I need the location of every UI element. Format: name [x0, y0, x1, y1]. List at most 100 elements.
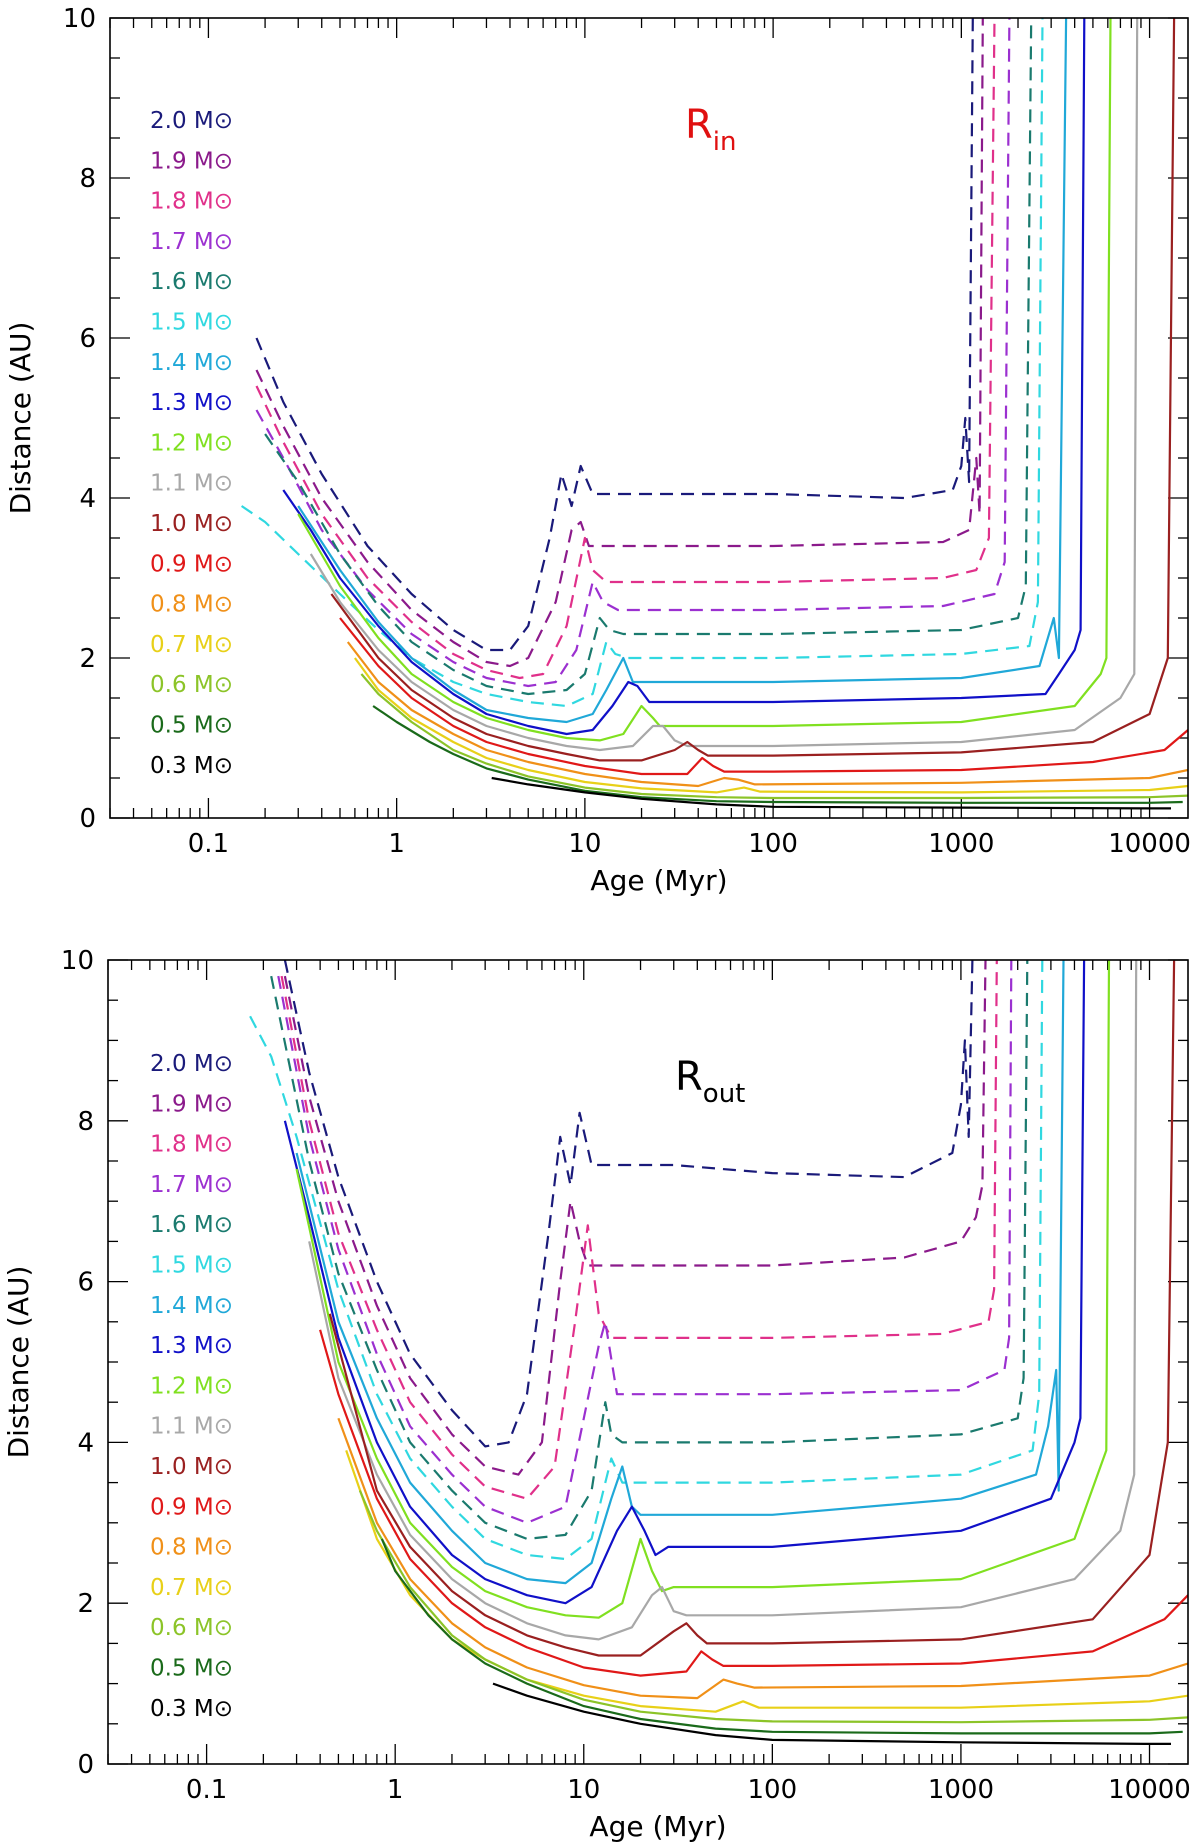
- legend-label: 0.9 M⊙: [150, 1494, 233, 1520]
- series-line: [491, 776, 1171, 810]
- series-line: [345, 1450, 1188, 1713]
- y-tick-label: 6: [77, 1268, 94, 1298]
- legend-label: 1.2 M⊙: [150, 1373, 233, 1399]
- x-ticks: [109, 18, 1151, 818]
- x-axis-title: Age (Myr): [590, 864, 727, 897]
- legend: 2.0 M⊙ 1.9 M⊙ 1.8 M⊙ 1.7 M⊙ 1.6 M⊙ 1.5 M⊙ 1.4 …: [150, 1051, 233, 1722]
- legend-label: 0.6 M⊙: [150, 672, 233, 698]
- y-axis-title: Distance (AU): [4, 322, 37, 515]
- y-tick-label: 0: [79, 804, 96, 834]
- panel-label-main: R: [685, 102, 713, 148]
- panel-label: Rin: [685, 102, 737, 157]
- series-group: [249, 960, 1188, 1745]
- x-tick-label: 10: [567, 1775, 600, 1805]
- panel-label-subscript: out: [703, 1079, 746, 1109]
- series-line: [283, 960, 987, 1476]
- series-line: [319, 1329, 1188, 1677]
- x-tick-label: 100: [748, 829, 798, 859]
- series-line: [309, 18, 1139, 752]
- panel-label-subscript: in: [713, 127, 737, 157]
- series-line: [283, 960, 974, 1448]
- legend-label: 1.0 M⊙: [150, 1454, 233, 1480]
- legend-label: 0.5 M⊙: [150, 1656, 233, 1682]
- x-tick-label: 1: [388, 829, 405, 859]
- y-tick-label: 4: [77, 1428, 94, 1458]
- legend-label: 0.6 M⊙: [150, 1615, 233, 1641]
- series-line: [277, 960, 1013, 1524]
- series-line: [240, 18, 1044, 708]
- x-tick-label: 0.1: [188, 829, 229, 859]
- series-line: [337, 1417, 1188, 1700]
- series-line: [283, 960, 1086, 1605]
- legend-label: 1.8 M⊙: [150, 189, 233, 215]
- y-tick-label: 10: [61, 946, 94, 976]
- x-tick-label: 100: [748, 1775, 798, 1805]
- legend-label: 1.6 M⊙: [150, 1212, 233, 1238]
- x-tick-label: 10000: [1108, 1775, 1191, 1805]
- legend-label: 0.5 M⊙: [150, 713, 233, 739]
- legend-label: 0.3 M⊙: [150, 1696, 233, 1722]
- series-line: [282, 18, 1086, 736]
- y-tick-label: 4: [79, 484, 96, 514]
- series-line: [255, 18, 996, 680]
- series-line: [249, 960, 1044, 1561]
- x-tick-label: 0.1: [186, 1775, 227, 1805]
- y-axis-title: Distance (AU): [2, 1266, 35, 1459]
- x-tick-label: 10000: [1108, 829, 1191, 859]
- panel-in: 0.1 1 10 100 1000 10000 0 2 4 6 8 10 Age (Myr) Distan…: [4, 4, 1191, 897]
- legend-label: 1.7 M⊙: [150, 1172, 233, 1198]
- plot-frame: [109, 17, 1189, 819]
- legend-label: 1.1 M⊙: [150, 471, 233, 497]
- legend-label: 0.3 M⊙: [150, 753, 233, 779]
- x-tick-label: 10: [568, 829, 601, 859]
- legend-label: 1.3 M⊙: [150, 1333, 233, 1359]
- series-line: [264, 18, 1033, 696]
- series-line: [308, 960, 1138, 1641]
- series-line: [328, 960, 1176, 1657]
- series-line: [255, 18, 1011, 688]
- panel-label-main: R: [675, 1054, 703, 1100]
- series-line: [295, 960, 1065, 1585]
- panel-out: 0.1 1 10 100 1000 10000 0 2 4 6 8 10 Age (Myr) Distan…: [2, 946, 1191, 1843]
- legend-label: 2.0 M⊙: [150, 1051, 233, 1077]
- y-tick-label: 2: [77, 1589, 94, 1619]
- series-line: [297, 18, 1112, 742]
- legend-label: 1.1 M⊙: [150, 1414, 233, 1440]
- panel-label: Rout: [675, 1054, 745, 1109]
- series-line: [380, 1538, 1183, 1735]
- legend-label: 1.8 M⊙: [150, 1132, 233, 1158]
- y-tick-label: 8: [77, 1107, 94, 1137]
- series-line: [295, 960, 1111, 1619]
- y-tick-label: 6: [79, 324, 96, 354]
- legend-label: 1.9 M⊙: [150, 1091, 233, 1117]
- y-tick-label: 10: [63, 4, 96, 34]
- legend-label: 1.0 M⊙: [150, 511, 233, 537]
- series-line: [330, 18, 1176, 762]
- legend-label: 1.7 M⊙: [150, 229, 233, 255]
- series-line: [255, 18, 984, 668]
- legend-label: 0.7 M⊙: [150, 1575, 233, 1601]
- series-line: [360, 673, 1188, 800]
- series-group: [240, 18, 1188, 810]
- series-line: [354, 657, 1188, 794]
- series-line: [280, 960, 998, 1500]
- y-tick-label: 2: [79, 644, 96, 674]
- legend-label: 0.9 M⊙: [150, 551, 233, 577]
- series-line: [339, 617, 1188, 776]
- legend-label: 1.9 M⊙: [150, 148, 233, 174]
- series-line: [255, 18, 974, 652]
- legend-label: 1.4 M⊙: [150, 1293, 233, 1319]
- x-axis-title: Age (Myr): [589, 1810, 726, 1843]
- series-line: [492, 1682, 1171, 1745]
- series-line: [372, 705, 1183, 804]
- series-line: [270, 960, 1029, 1540]
- series-line: [358, 1490, 1188, 1724]
- legend-label: 1.3 M⊙: [150, 390, 233, 416]
- legend-label: 1.4 M⊙: [150, 350, 233, 376]
- legend-label: 0.8 M⊙: [150, 1535, 233, 1561]
- x-tick-label: 1: [387, 1775, 404, 1805]
- y-tick-label: 8: [79, 164, 96, 194]
- legend-label: 1.2 M⊙: [150, 430, 233, 456]
- series-line: [297, 18, 1068, 724]
